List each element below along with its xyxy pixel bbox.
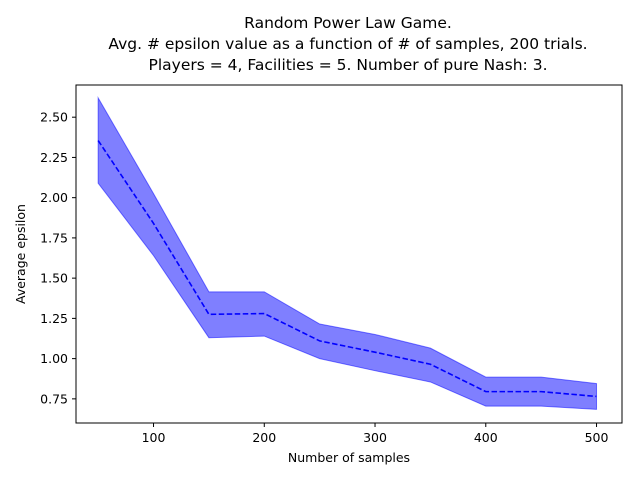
y-tick-label: 1.50 bbox=[40, 271, 68, 286]
y-tick-label: 2.00 bbox=[40, 190, 68, 205]
title-line-1: Random Power Law Game. bbox=[244, 14, 452, 32]
plot-frame bbox=[75, 84, 623, 424]
x-tick-label: 100 bbox=[142, 430, 166, 445]
y-tick-label: 0.75 bbox=[40, 391, 68, 406]
x-tick-label: 300 bbox=[363, 430, 387, 445]
y-tick-label: 1.25 bbox=[40, 311, 68, 326]
x-tick-label: 200 bbox=[252, 430, 276, 445]
x-axis-label: Number of samples bbox=[288, 450, 410, 465]
x-axis: 100 200 300 400 500 bbox=[142, 423, 609, 445]
confidence-band-0 bbox=[97, 96, 598, 410]
y-axis: 0.75 1.00 1.25 1.50 1.75 2.00 2.25 2.50 bbox=[40, 110, 76, 406]
title-line-3: Players = 4, Facilities = 5. Number of p… bbox=[149, 56, 548, 74]
x-tick-label: 400 bbox=[474, 430, 498, 445]
y-axis-label: Average epsilon bbox=[13, 204, 28, 304]
y-tick-label: 2.25 bbox=[40, 150, 68, 165]
y-tick-label: 1.75 bbox=[40, 230, 68, 245]
x-tick-label: 500 bbox=[585, 430, 609, 445]
chart-title: Random Power Law Game. Avg. # epsilon va… bbox=[108, 14, 587, 74]
plot-content bbox=[97, 96, 598, 410]
y-tick-label: 2.50 bbox=[40, 110, 68, 125]
y-tick-label: 1.00 bbox=[40, 351, 68, 366]
title-line-2: Avg. # epsilon value as a function of # … bbox=[108, 35, 587, 53]
series-line-0 bbox=[97, 140, 597, 398]
